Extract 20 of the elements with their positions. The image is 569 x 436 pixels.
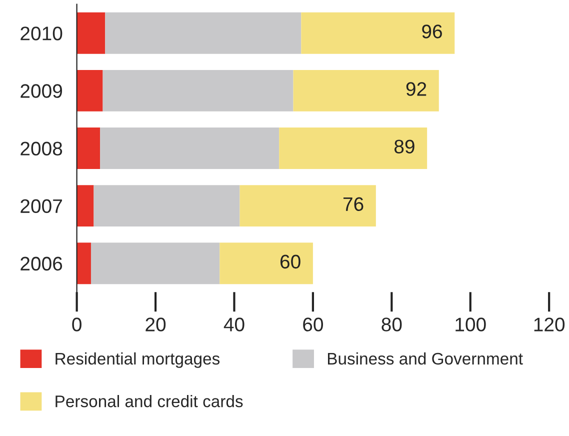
legend-label: Personal and credit cards (56, 395, 243, 408)
x-tick-label: 100 (456, 318, 486, 332)
y-tick-label: 2010 (20, 26, 62, 40)
x-tick-label: 40 (224, 318, 244, 332)
total-label: 89 (394, 140, 414, 154)
y-tick-label: 2007 (20, 199, 62, 214)
x-tick-label: 80 (382, 318, 402, 332)
legend-label: Residential mortgages (56, 352, 220, 368)
x-tick-label: 60 (303, 318, 324, 332)
total-label: 60 (280, 254, 300, 269)
total-label: 76 (343, 197, 364, 212)
x-tick-label: 120 (534, 318, 565, 332)
total-label: 96 (422, 24, 442, 38)
y-tick-label: 2009 (20, 84, 62, 98)
total-label: 92 (406, 82, 426, 96)
x-tick-label: 20 (146, 318, 166, 332)
y-tick-label: 2006 (20, 256, 62, 271)
y-tick-label: 2008 (20, 142, 62, 156)
x-tick-label: 0 (72, 318, 82, 332)
legend-label: Business and Government (328, 352, 523, 365)
